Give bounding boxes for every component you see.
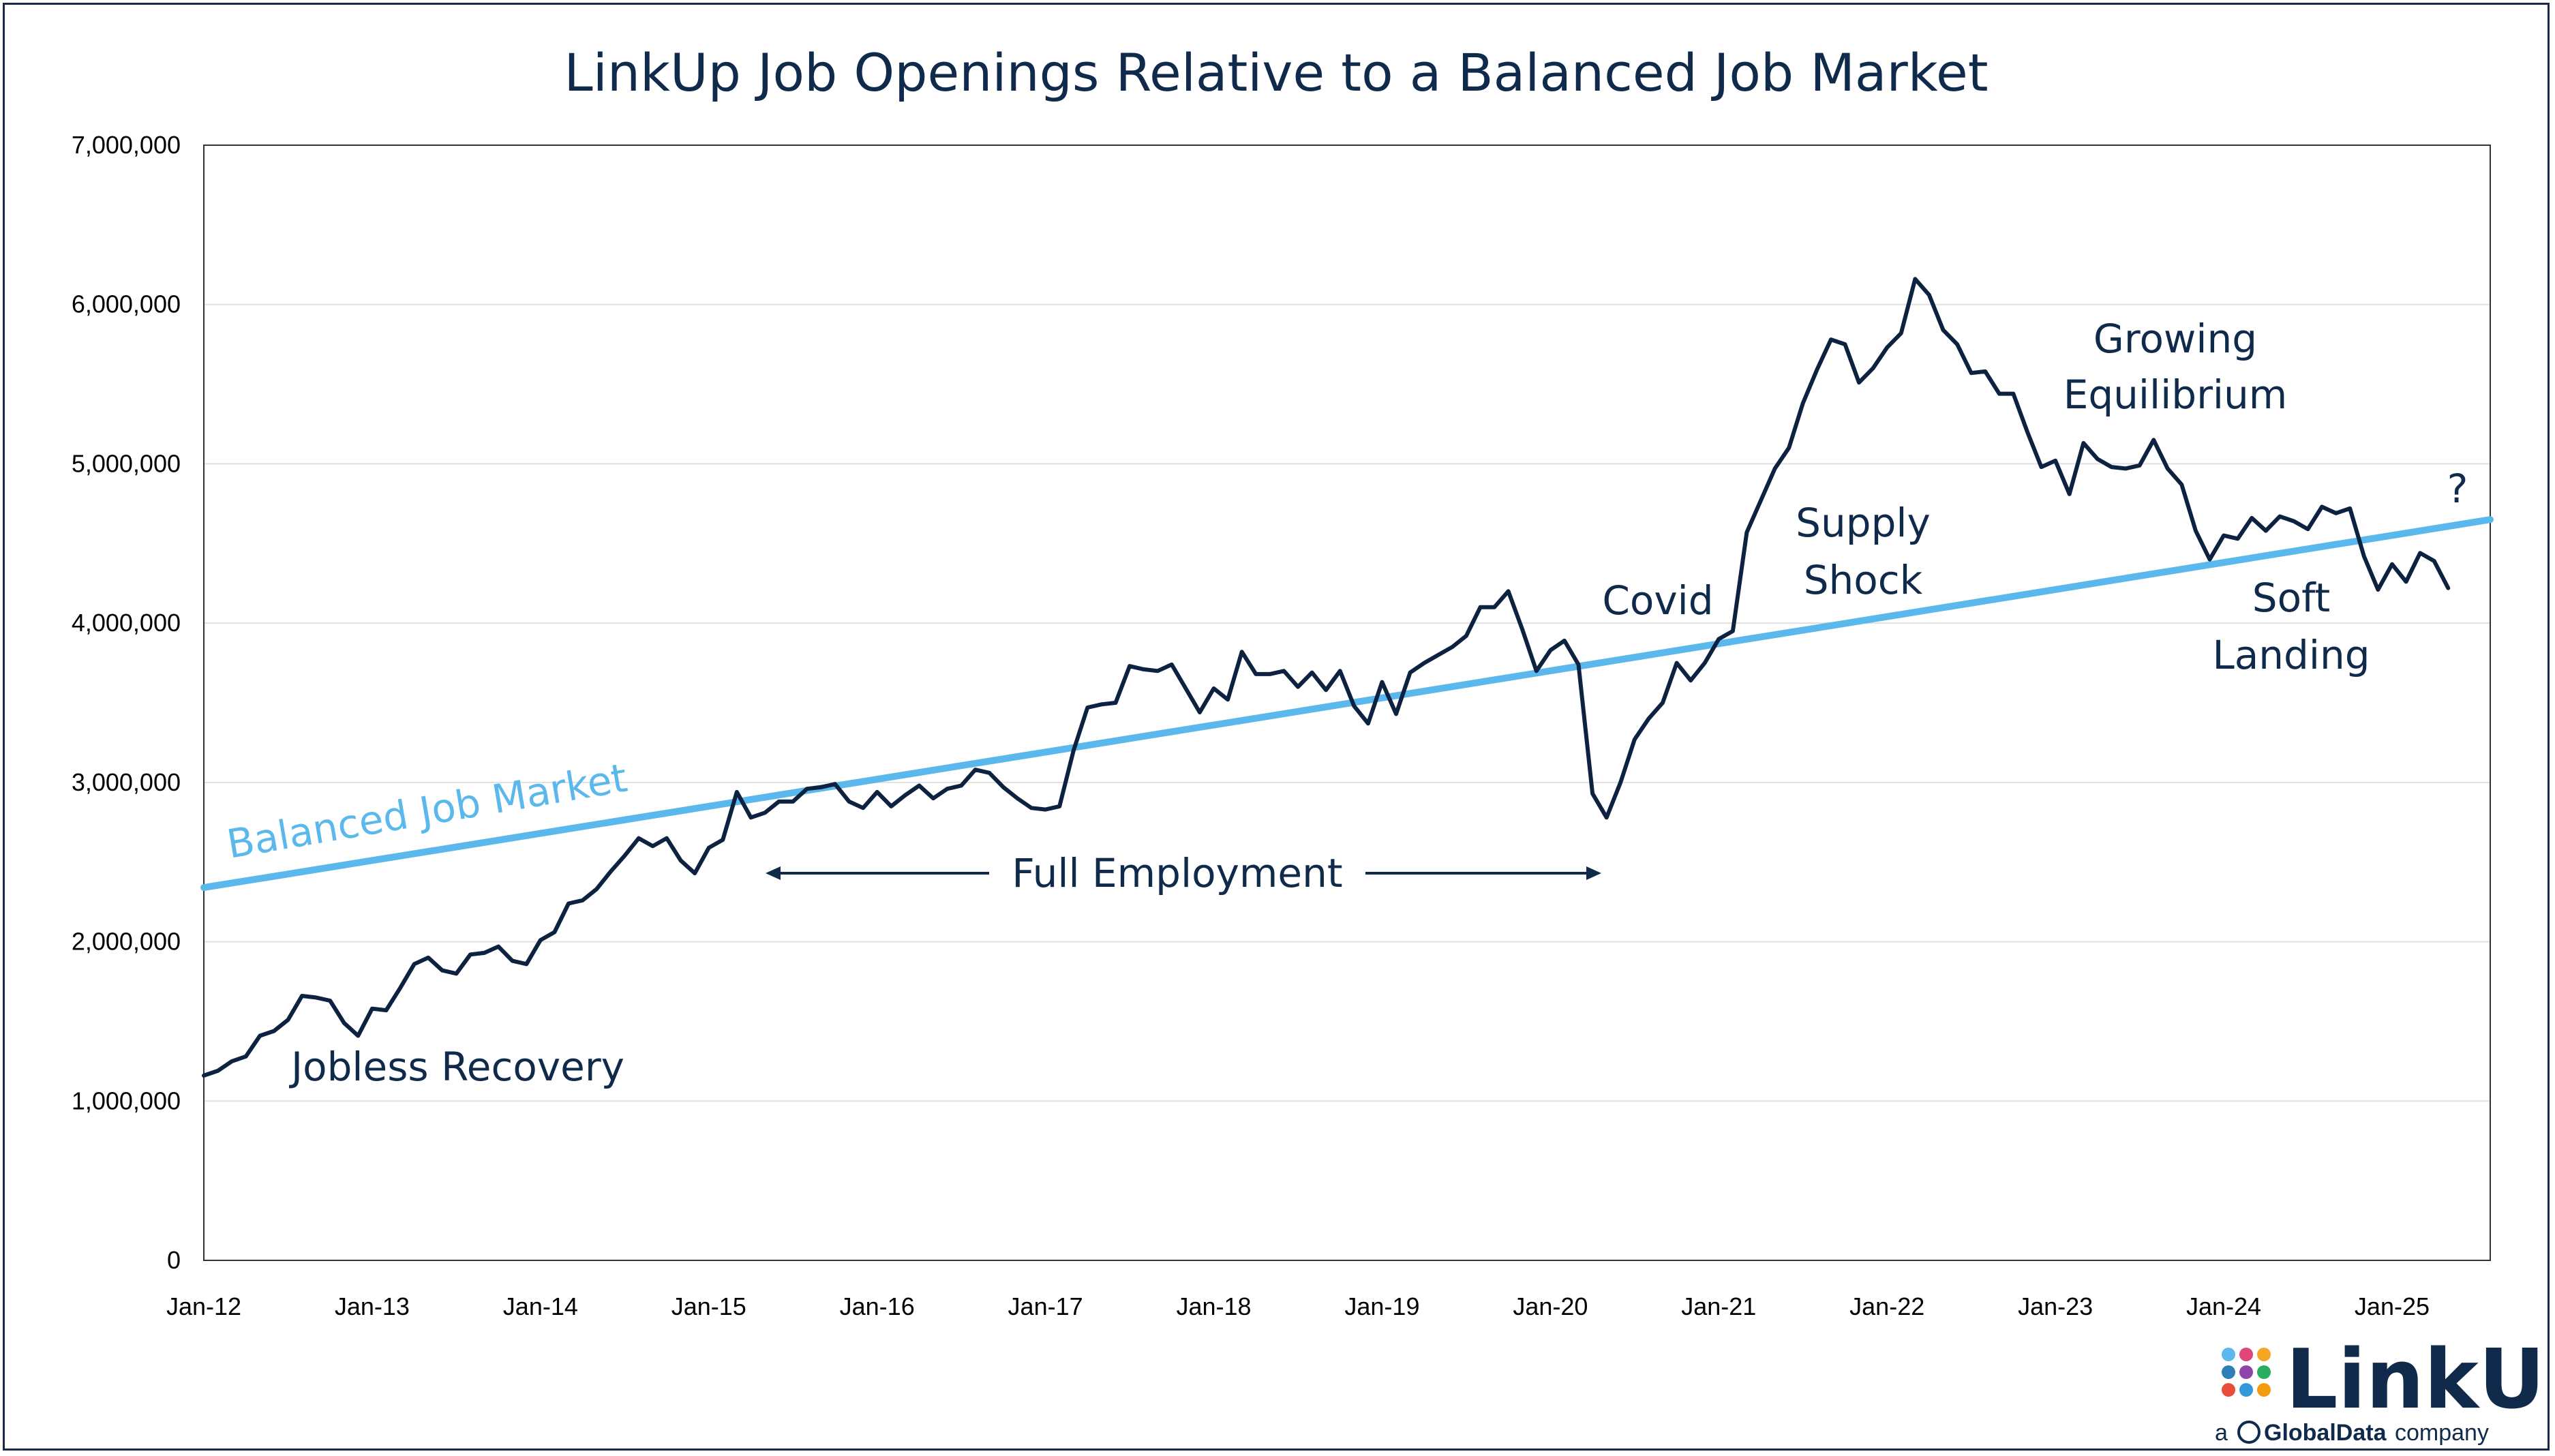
logo-tagline-brand: GlobalData <box>2264 1420 2387 1446</box>
x-tick-label: Jan-21 <box>1681 1292 1756 1320</box>
series-line-job-openings <box>202 277 2451 1078</box>
x-axis-ticks: Jan-12 Jan-13 Jan-14 Jan-15 Jan-16 Jan-17 Jan-… <box>166 1292 2430 1320</box>
y-tick-label: 2,000,000 <box>72 928 181 956</box>
logo-dot <box>2239 1365 2253 1379</box>
logo-dot <box>2239 1348 2253 1361</box>
y-tick-label: 6,000,000 <box>72 290 181 318</box>
plot-area-border <box>203 145 2491 1261</box>
logo-dot <box>2222 1365 2235 1379</box>
globaldata-icon <box>2237 1421 2261 1444</box>
x-tick-label: Jan-20 <box>1513 1292 1588 1320</box>
x-tick-label: Jan-16 <box>840 1292 915 1320</box>
chart-title: LinkUp Job Openings Relative to a Balanc… <box>564 42 1988 103</box>
x-tick-label: Jan-25 <box>2355 1292 2430 1320</box>
annotation-full-employment: Full Employment <box>1012 850 1342 896</box>
x-tick-label: Jan-24 <box>2186 1292 2261 1320</box>
annotation-soft: Soft <box>2252 575 2330 621</box>
annotation-equilibrium: Equilibrium <box>2063 371 2288 418</box>
annotation-question-mark: ? <box>2447 466 2468 512</box>
x-tick-label: Jan-17 <box>1008 1292 1083 1320</box>
x-tick-label: Jan-19 <box>1344 1292 1419 1320</box>
logo-dot <box>2257 1348 2271 1361</box>
x-tick-label: Jan-22 <box>1849 1292 1924 1320</box>
x-tick-label: Jan-15 <box>671 1292 746 1320</box>
full-employment-arrow-left <box>766 866 989 880</box>
y-tick-label: 1,000,000 <box>72 1087 181 1114</box>
annotation-landing: Landing <box>2212 632 2370 678</box>
logo-wordmark: LinkUp <box>2286 1333 2548 1427</box>
annotation-jobless-recovery: Jobless Recovery <box>289 1044 624 1090</box>
logo-dot <box>2257 1365 2271 1379</box>
x-tick-label: Jan-23 <box>2018 1292 2093 1320</box>
logo-dots-icon <box>2222 1348 2271 1397</box>
series-layer <box>200 277 2494 1078</box>
annotation-covid: Covid <box>1602 577 1713 624</box>
x-tick-label: Jan-13 <box>335 1292 410 1320</box>
x-tick-label: Jan-18 <box>1176 1292 1251 1320</box>
x-tick-label: Jan-12 <box>166 1292 241 1320</box>
logo-dot <box>2222 1348 2235 1361</box>
annotation-shock: Shock <box>1804 557 1923 603</box>
annotation-supply: Supply <box>1796 500 1931 546</box>
chart-canvas: LinkUp Job Openings Relative to a Balanc… <box>72 42 2548 1446</box>
y-tick-label: 7,000,000 <box>72 131 181 159</box>
logo-dot <box>2222 1383 2235 1397</box>
logo-tagline-prefix: a <box>2215 1420 2228 1446</box>
annotation-growing: Growing <box>2093 316 2257 362</box>
y-tick-label: 4,000,000 <box>72 609 181 637</box>
logo-tagline-suffix: company <box>2395 1420 2489 1446</box>
full-employment-arrow-right <box>1365 866 1601 880</box>
x-tick-label: Jan-14 <box>503 1292 578 1320</box>
y-axis-ticks: 0 1,000,000 2,000,000 3,000,000 4,000,000 5,0… <box>72 131 181 1274</box>
y-tick-label: 5,000,000 <box>72 449 181 477</box>
logo-dot <box>2239 1383 2253 1397</box>
series-line-balanced-job-market <box>200 516 2494 892</box>
logo-dot <box>2257 1383 2271 1397</box>
y-tick-label: 0 <box>167 1246 181 1274</box>
grid-layer <box>204 303 2490 1102</box>
y-tick-label: 3,000,000 <box>72 768 181 796</box>
chart-frame: LinkUp Job Openings Relative to a Balanc… <box>3 3 2550 1451</box>
linkup-logo: LinkUp a GlobalData company <box>2215 1333 2548 1446</box>
